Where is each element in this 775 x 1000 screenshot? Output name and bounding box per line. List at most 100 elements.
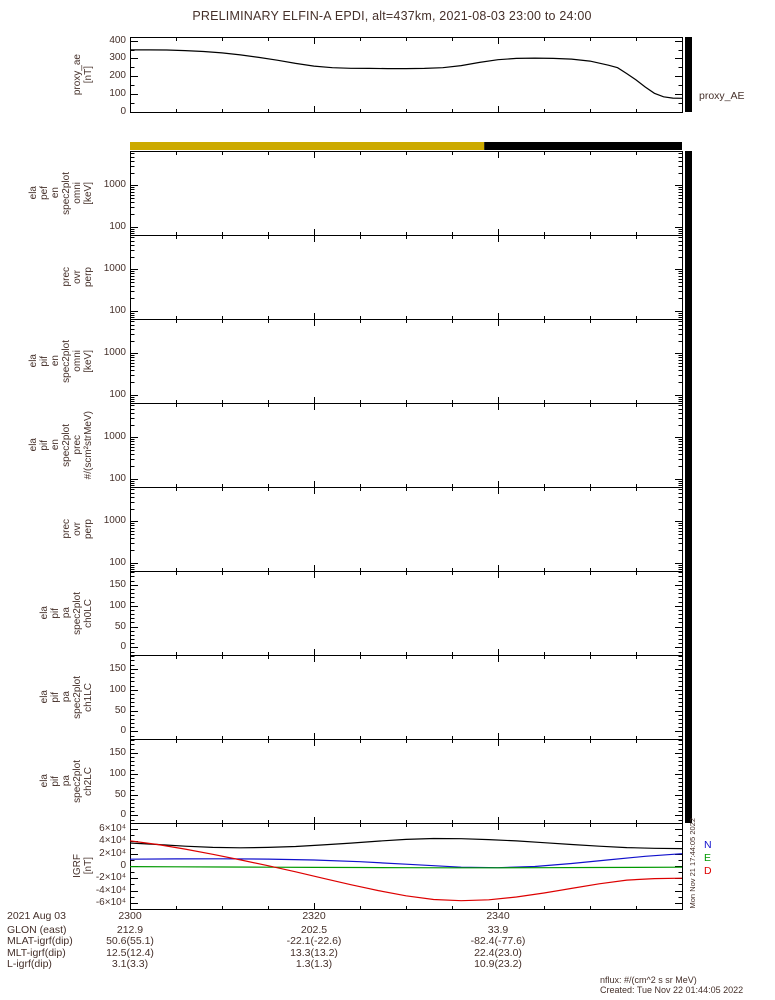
ylabel-word: en [50,187,61,199]
ytick-label: -6×10⁴ [95,896,126,908]
annotation-value: 13.3(13.2) [290,946,338,959]
series-D [129,840,683,902]
ylabel-word: prec [61,519,72,539]
ytick-label: 0 [120,725,126,737]
ylabel-word: omni [72,350,83,372]
xtick-label: 2320 [302,910,326,922]
ylabel-word: ch2LC [83,766,94,796]
panel-proxy-ae [130,37,683,113]
ytick-label: 1000 [103,515,126,527]
colorbar-ela-pif-pa-spec2plot-ch0LC [685,571,692,655]
annotation-value: -22.1(-22.6) [286,935,342,948]
ytick-label: 0 [120,809,126,821]
proxy-ae-right-label: proxy_AE [699,90,745,102]
annotation-label: MLT-igrf(dip) [7,946,66,959]
ylabel-word: #/(scm²strMeV) [83,410,94,480]
ylabel-word: pa [61,607,72,619]
ylabel-word: [keV] [83,181,94,205]
colorbar-prec-ovr-perp-1 [685,235,692,319]
panel-ela-pif-pa-spec2plot-ch2LC [130,739,683,824]
ytick-label: 50 [114,704,126,716]
ylabel-word: ela [39,774,50,788]
footer-notes: nflux: #/(cm^2 s sr MeV) Created: Tue No… [600,975,743,995]
annotation-value: 10.9(23.2) [474,958,522,971]
ylabel-word: pif [50,691,61,703]
ylabel-word: spec2plot [61,171,72,215]
ylabel-word: perp [83,266,94,287]
ytick-label: 100 [109,304,126,316]
ytick-label: 100 [109,683,126,695]
colorbar-ela-pef-en-spec2plot-omni [685,151,692,235]
annotation-label: L-igrf(dip) [7,958,52,971]
annotation-value: 3.1(3.3) [111,958,149,971]
ylabel-word: spec2plot [61,423,72,467]
ylabel-word: proxy_ae [72,53,83,96]
ytick-label: 1000 [103,263,126,275]
ylabel-word: ela [28,186,39,200]
ylabel-word: spec2plot [61,339,72,383]
orbit-bar-segment [484,142,682,150]
series-E [129,865,683,869]
ytick-label: 100 [109,220,126,232]
ticks-ela-pif-en-spec2plot-omni [131,320,682,403]
ytick-label: 100 [109,599,126,611]
ylabel-ela-pif-pa-spec2plot-ch0LC: ela pif pa spec2plot ch0LC [0,571,94,655]
ytick-label: 1000 [103,347,126,359]
ylabel-word: pif [50,607,61,619]
ylabel-word: spec2plot [72,591,83,635]
ticks-igrf [131,824,682,909]
ylabel-word: en [50,355,61,367]
annotation-value: 202.5 [300,924,328,936]
ylabel-ela-pef-en-spec2plot-omni: ela pef en spec2plot omni [keV] [0,151,94,235]
ylabel-word: pif [39,355,50,367]
ticks-ela-pef-en-spec2plot-omni [131,152,682,235]
ylabel-prec-ovr-perp-2: prec ovr perp [0,487,94,571]
ticks-ela-pif-pa-spec2plot-ch1LC [131,656,682,739]
ticks-ela-pif-en-spec2plot-prec [131,404,682,487]
ylabel-word: ela [39,606,50,620]
ylabel-ela-pif-pa-spec2plot-ch1LC: ela pif pa spec2plot ch1LC [0,655,94,739]
annotation-value: 1.3(1.3) [295,958,333,971]
orbit-bar-segment [130,142,485,150]
ytick-label: 400 [109,34,126,46]
ylabel-word: pif [39,439,50,451]
panel-prec-ovr-perp-1 [130,235,683,320]
annotation-label: GLON (east) [7,924,67,936]
ytick-label: 1000 [103,431,126,443]
ytick-label: 150 [109,578,126,590]
ticks-ela-pif-pa-spec2plot-ch0LC [131,572,682,655]
ytick-label: 300 [109,52,126,64]
ylabel-word: spec2plot [72,759,83,803]
ticks-proxy-ae [131,38,682,112]
nflux-units-note: nflux: #/(cm^2 s sr MeV) [600,975,697,985]
ylabel-word: pa [61,775,72,787]
igrf-component-label-e: E [704,852,712,864]
ytick-label: 2×10⁴ [99,847,126,859]
ytick-label: 100 [109,556,126,568]
ytick-label: 100 [109,767,126,779]
xtick-label: 2300 [118,910,142,922]
ytick-label: 4×10⁴ [99,835,126,847]
ylabel-word: ovr [72,270,83,284]
ytick-label: 150 [109,662,126,674]
ticks-prec-ovr-perp-2 [131,488,682,571]
series-B [129,837,683,850]
panel-prec-ovr-perp-2 [130,487,683,572]
ylabel-ela-pif-en-spec2plot-prec: ela pif en spec2plot prec #/(scm²strMeV) [0,403,94,487]
ytick-label: 50 [114,788,126,800]
ylabel-word: prec [72,435,83,455]
ytick-label: 1000 [103,179,126,191]
ytick-label: -4×10⁴ [95,884,126,896]
colorbar-ela-pif-pa-spec2plot-ch2LC [685,739,692,823]
ytick-label: 100 [109,88,126,100]
series-N [129,853,683,869]
ticks-ela-pif-pa-spec2plot-ch2LC [131,740,682,823]
annotation-value: 50.6(55.1) [106,935,154,948]
annotation-value: 212.9 [116,924,144,936]
panel-ela-pif-en-spec2plot-prec [130,403,683,488]
colorbar-ela-pif-en-spec2plot-omni [685,319,692,403]
ytick-label: 200 [109,70,126,82]
colorbar-ela-pif-en-spec2plot-prec [685,403,692,487]
